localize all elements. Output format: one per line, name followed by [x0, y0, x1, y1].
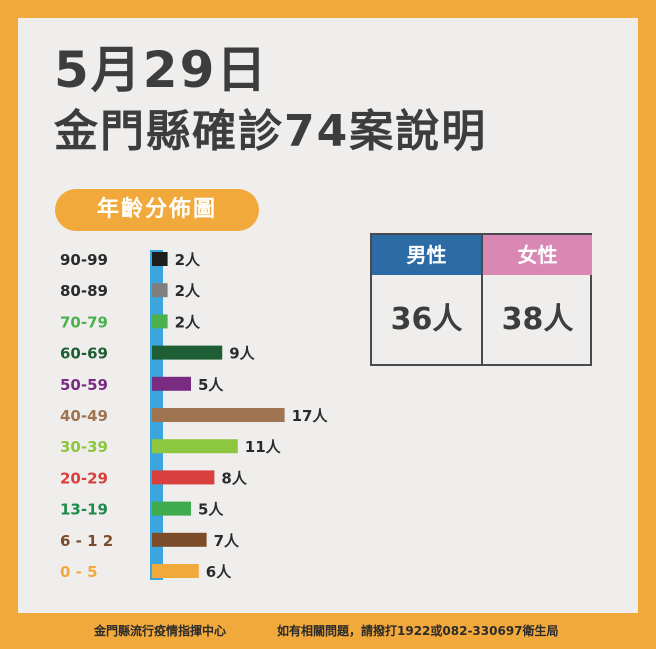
value-label: 5人 [198, 501, 224, 519]
category-label: 20-29 [60, 469, 108, 487]
section-label-pill: 年齡分佈圖 [55, 189, 259, 231]
category-label: 70-79 [60, 313, 108, 331]
category-label: 13-19 [60, 501, 108, 519]
value-label: 11人 [245, 438, 282, 456]
value-label: 9人 [229, 345, 255, 363]
value-label: 6人 [206, 563, 232, 581]
bar [152, 408, 285, 422]
bar [152, 345, 223, 360]
main-title: 金門縣確診74案說明 [54, 106, 488, 157]
value-label: 2人 [175, 313, 201, 331]
bar [152, 376, 191, 391]
value-label: 2人 [175, 282, 201, 300]
category-label: 50-59 [60, 376, 108, 394]
value-label: 17人 [292, 407, 329, 425]
category-label: 90-99 [60, 251, 108, 269]
category-label: 30-39 [60, 438, 108, 456]
bar [152, 470, 215, 485]
value-label: 2人 [175, 251, 201, 269]
bar [152, 564, 199, 578]
male-count: 36人 [390, 302, 463, 337]
footer-agency: 金門縣流行疫情指揮中心 [94, 624, 227, 638]
value-label: 7人 [214, 532, 240, 550]
table-divider [481, 235, 483, 364]
category-label: 0 - 5 [60, 563, 98, 581]
bar [152, 439, 238, 454]
female-count: 38人 [501, 302, 574, 337]
bar [152, 252, 168, 266]
male-header: 男性 [372, 235, 481, 275]
female-header: 女性 [483, 235, 592, 275]
category-label: 6 - 1 2 [60, 532, 113, 550]
bar [152, 501, 191, 516]
bar [152, 314, 168, 329]
category-label: 80-89 [60, 282, 108, 300]
bar [152, 532, 207, 547]
category-label: 40-49 [60, 407, 108, 425]
date-title: 5月29日 [54, 41, 269, 99]
value-label: 5人 [198, 376, 224, 394]
category-label: 60-69 [60, 345, 108, 363]
value-label: 8人 [221, 469, 247, 487]
gender-table: 男性 女性 36人 38人 [370, 233, 592, 366]
bar [152, 283, 168, 298]
footer-contact: 如有相關問題，請撥打1922或082-330697衛生局 [277, 624, 559, 638]
